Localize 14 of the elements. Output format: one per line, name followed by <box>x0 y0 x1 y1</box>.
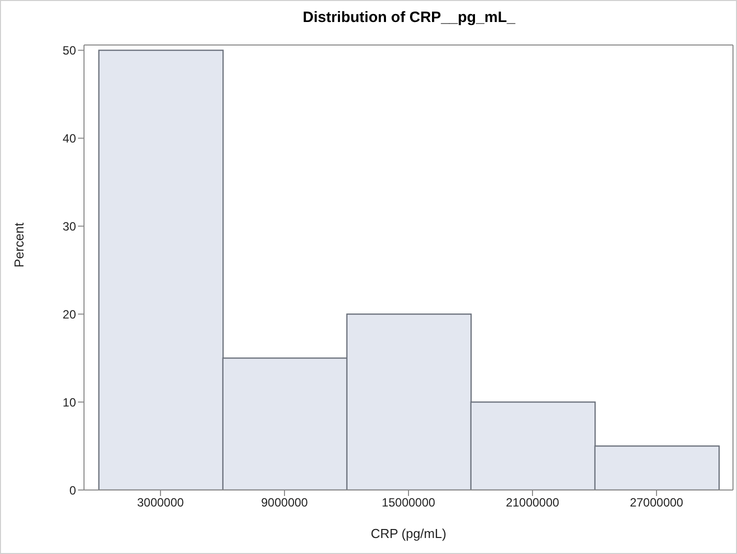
x-axis-title: CRP (pg/mL) <box>370 526 446 541</box>
x-tick-label: 27000000 <box>630 496 684 510</box>
y-tick-label: 10 <box>62 395 76 410</box>
x-tick-label: 21000000 <box>506 496 560 510</box>
y-tick-label: 20 <box>62 307 76 322</box>
chart-title: Distribution of CRP__pg_mL_ <box>302 9 516 26</box>
y-tick-label: 50 <box>62 44 76 58</box>
x-tick-label: 3000000 <box>137 496 184 510</box>
y-tick-label: 0 <box>69 483 76 498</box>
y-tick-label: 40 <box>62 131 76 146</box>
y-tick-label: 30 <box>62 219 76 234</box>
x-tick-label: 9000000 <box>261 496 308 510</box>
y-axis-title: Percent <box>12 222 27 268</box>
x-tick-label: 15000000 <box>382 496 436 510</box>
